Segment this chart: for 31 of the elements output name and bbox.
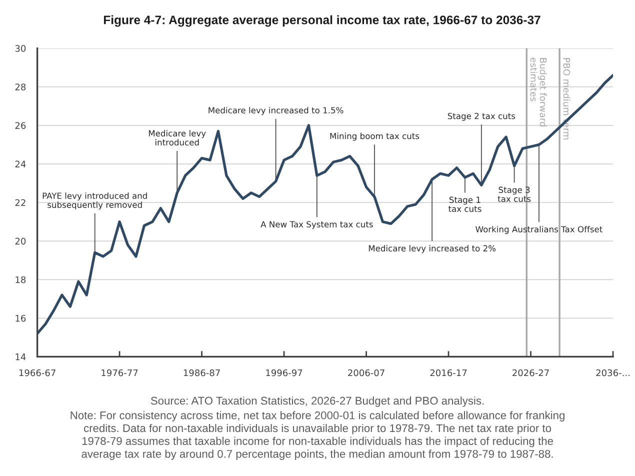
- annotation: PAYE levy introduced and subsequently removed: [42, 192, 147, 210]
- y-tick-label: 26: [15, 122, 26, 129]
- x-tick-label: 2006-07: [348, 369, 384, 376]
- annotation: Medicare levy introduced: [148, 130, 206, 146]
- x-tick-label: 1966-67: [19, 369, 56, 376]
- y-tick-label: 24: [15, 160, 26, 168]
- y-tick-label: 30: [15, 45, 26, 52]
- y-tick-label: 16: [16, 314, 26, 322]
- y-tick-label: 28: [15, 84, 26, 90]
- text: Note: For consistency across time, net tax before 2000-01 is calculated before allowance for franking credits. Data for non-taxable individuals is unavailable prior to 1978-79. The net tax rate prior to 1978-79 assumes that taxable income for non-taxable individuals has the impact of reducing the average tax rate by around 0.7 percentage points, the median amount from 1978-79 to 1987-88.: [70, 411, 564, 460]
- x-tick-label: 2026-27: [512, 369, 549, 376]
- x-tick-label: 1976-77: [102, 369, 138, 376]
- annotation: Medicare levy increased to 2%: [368, 245, 496, 254]
- x-tick-label: 2016-17: [430, 369, 467, 376]
- y-tick-label: 18: [16, 276, 26, 284]
- annotation: Stage 2 tax cuts: [448, 112, 516, 121]
- annotation: Medicare levy increased to 1.5%: [208, 106, 344, 116]
- annotation: Mining boom tax cuts: [330, 132, 420, 141]
- annotation: Working Australians Tax Offset: [476, 226, 602, 234]
- annotation: Stage 1 tax cuts: [448, 196, 482, 212]
- x-tick-label: 1986-87: [184, 369, 220, 376]
- y-tick-label: 14: [16, 354, 26, 360]
- source-note: Source: ATO Taxation Statistics, 2026-27 Budget and PBO analysis.: [150, 396, 484, 407]
- y-tick-label: 22: [15, 199, 26, 206]
- x-tick-label: 2036-...: [596, 369, 630, 376]
- annotation: Stage 3 tax cuts: [498, 186, 531, 202]
- annotation: Budget forward estimates: [530, 58, 547, 126]
- chart-title: Figure 4-7: Aggregate average personal income tax rate, 1966-67 to 2036-37: [104, 15, 540, 27]
- y-tick-label: 20: [15, 238, 26, 245]
- annotation: A New Tax System tax cuts: [260, 221, 373, 230]
- x-tick-label: 1996-97: [266, 369, 302, 376]
